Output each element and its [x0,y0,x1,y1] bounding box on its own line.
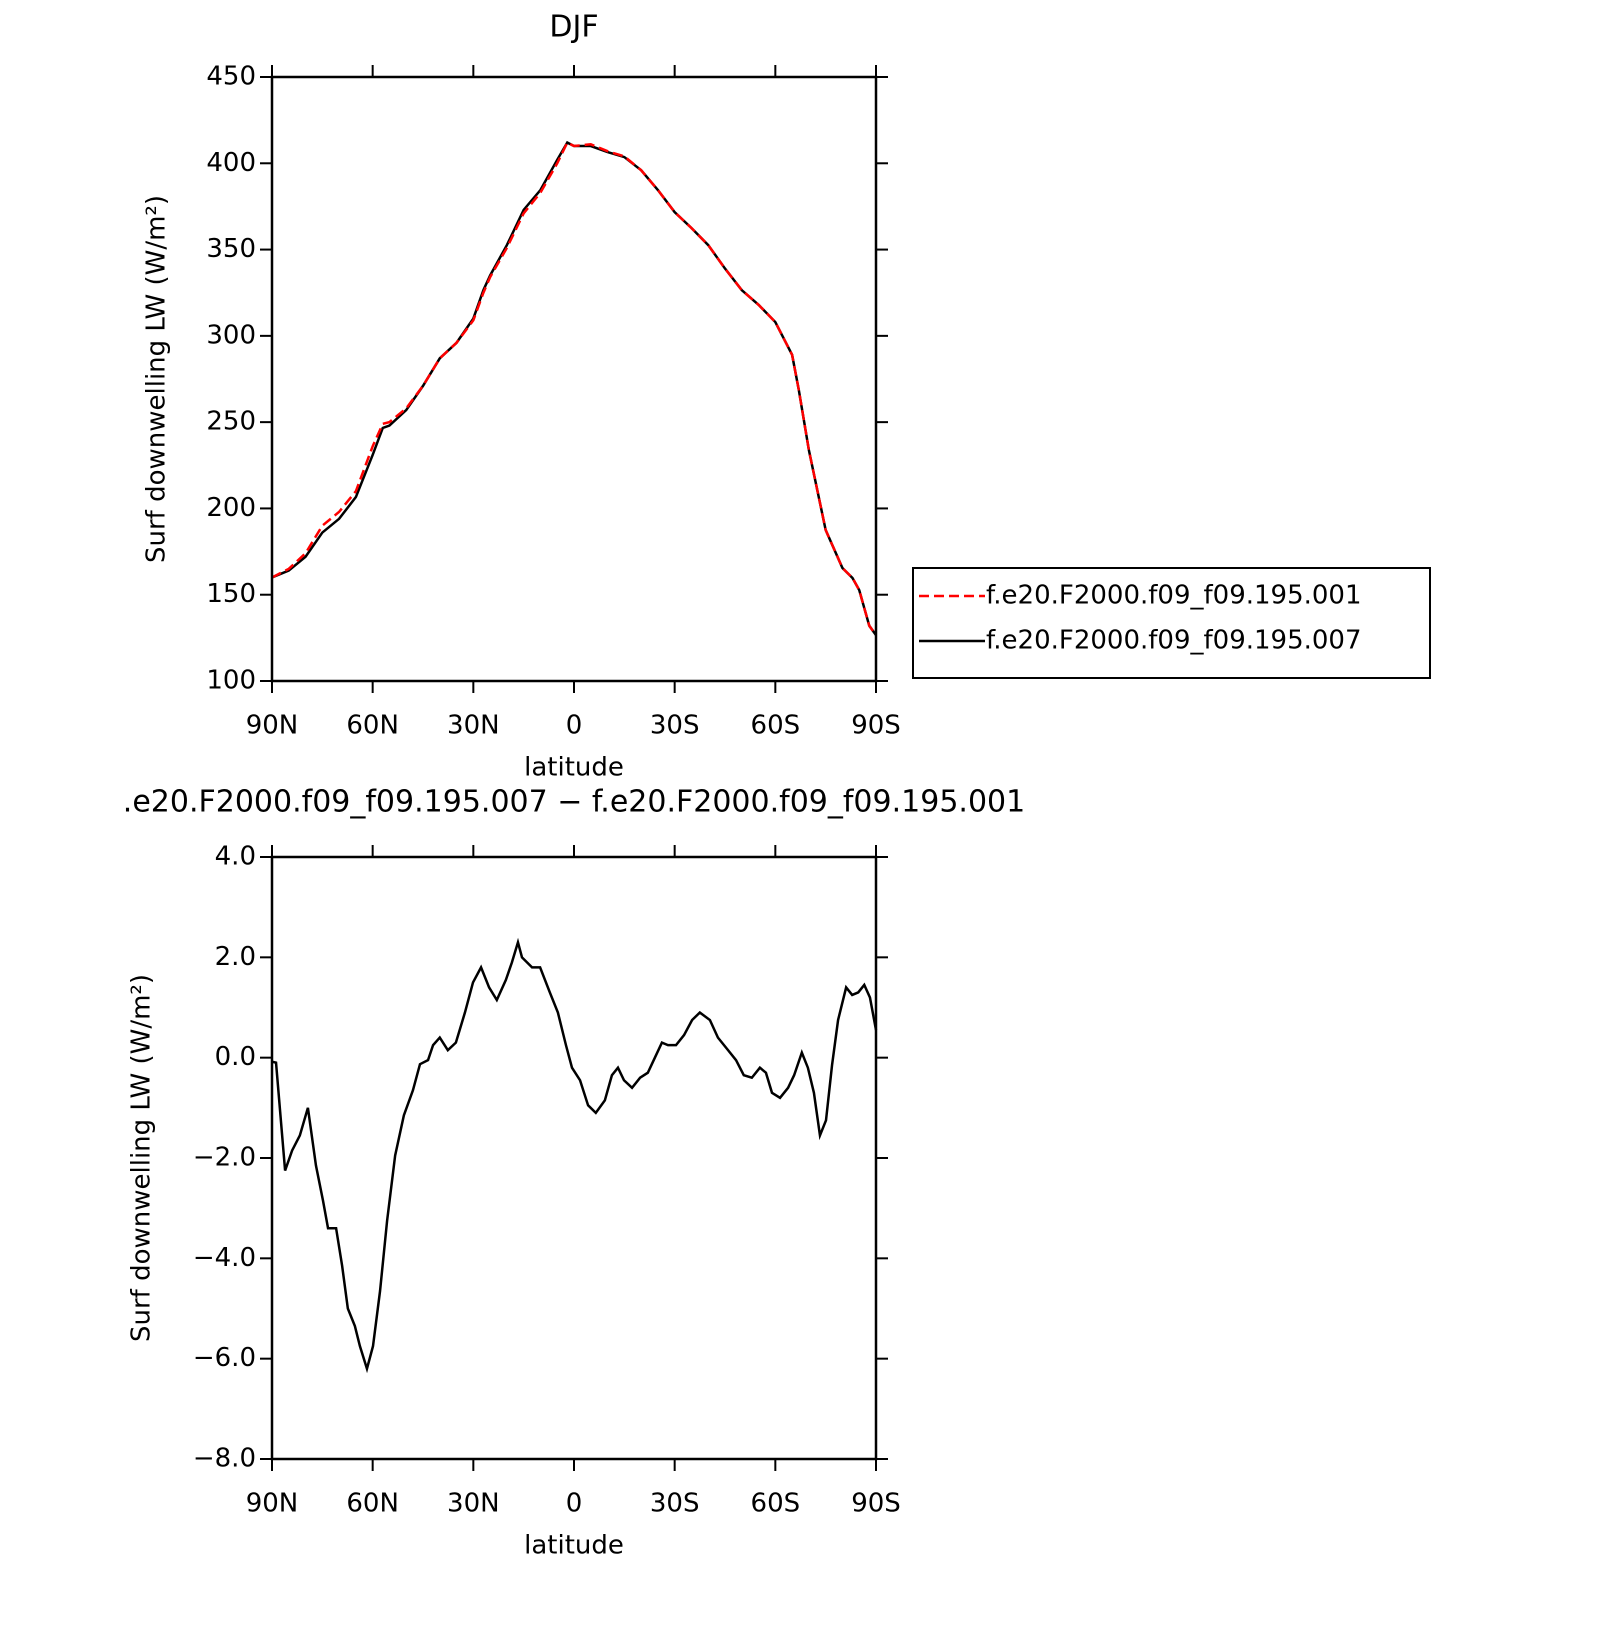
x-tick-label: 90N [246,711,299,741]
y-tick-label: 0.0 [215,1042,256,1072]
plot-frame [270,75,878,683]
data-line [271,937,878,1374]
chart-title: .e20.F2000.f09_f09.195.007 − f.e20.F2000… [123,785,1025,820]
x-tick-label: 0 [566,1489,583,1519]
y-tick-label: −8.0 [193,1444,256,1474]
x-tick-label: 60N [346,1489,399,1519]
legend-label: f.e20.F2000.f09_f09.195.001 [986,581,1362,611]
y-tick-label: 400 [206,148,256,178]
legend-box [912,567,1431,679]
y-tick-label: 200 [206,493,256,523]
y-tick-label: 300 [206,320,256,350]
x-tick-label: 30S [650,1489,700,1519]
x-tick-label: 30N [447,711,500,741]
y-tick-label: −2.0 [193,1143,256,1173]
y-tick-label: 250 [206,407,256,437]
y-tick-label: 2.0 [215,942,256,972]
y-tick-label: 100 [206,666,256,696]
y-tick-label: 150 [206,579,256,609]
x-tick-label: 60N [346,711,399,741]
chart-title: DJF [549,10,598,45]
x-tick-label: 0 [566,711,583,741]
x-axis-label: latitude [524,1531,624,1561]
y-tick-label: 450 [206,62,256,92]
x-tick-label: 90S [851,711,901,741]
x-tick-label: 30S [650,711,700,741]
x-tick-label: 90S [851,1489,901,1519]
x-tick-label: 60S [751,711,801,741]
y-tick-label: 350 [206,234,256,264]
y-axis-label: Surf downwelling LW (W/m²) [127,974,157,1342]
y-tick-label: −4.0 [193,1243,256,1273]
data-line [271,140,878,636]
y-tick-label: 4.0 [215,842,256,872]
x-tick-label: 90N [246,1489,299,1519]
x-tick-label: 60S [751,1489,801,1519]
legend-label: f.e20.F2000.f09_f09.195.007 [986,626,1362,656]
x-axis-label: latitude [524,753,624,783]
x-tick-label: 30N [447,1489,500,1519]
data-line [271,140,878,636]
y-tick-label: −6.0 [193,1343,256,1373]
y-axis-label: Surf downwelling LW (W/m²) [142,195,172,563]
plot-frame [270,855,878,1461]
